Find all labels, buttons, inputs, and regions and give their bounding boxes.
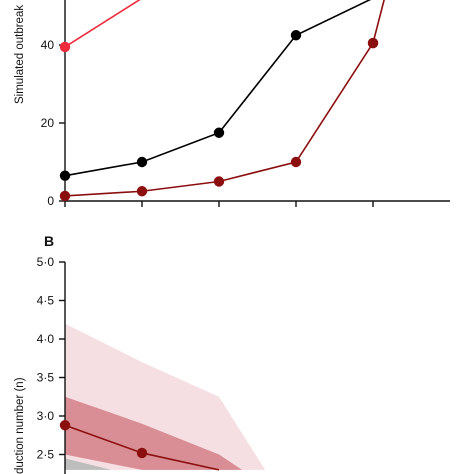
- panel-b-data-point: [59, 420, 71, 431]
- panel-a: 0 20 40 Simulated outbreak: [14, 0, 450, 208]
- panel-a-y-tick-label: 40: [41, 38, 55, 52]
- panel-b: 2·5 3·0 3·5 4·0 4·5 5·0 duction number (n): [14, 255, 266, 474]
- panel-a-y-tick-label: 20: [41, 116, 55, 130]
- panel-b-y-tick-label: 4·0: [37, 332, 55, 346]
- panel-a-data-point: [59, 41, 71, 53]
- panel-b-y-tick-label: 4·5: [37, 294, 55, 308]
- panel-b-uncertainty-band: [65, 396, 243, 470]
- panel-b-y-tick-label: 2·5: [37, 448, 55, 462]
- panel-b-y-axis-label: duction number (n): [14, 377, 26, 474]
- panel-a-data-point: [290, 156, 302, 168]
- panel-a-data-point: [59, 190, 71, 202]
- panel-b-y-tick-label: 3·0: [37, 409, 55, 423]
- panel-b-data-point: [136, 447, 148, 459]
- panel-a-data-point: [136, 186, 148, 197]
- panel-a-data-point: [290, 30, 302, 41]
- panel-a-series-line: [64, 0, 372, 177]
- panel-b-y-tick-label: 3·5: [37, 371, 55, 385]
- panel-a-series-line: [64, 42, 374, 197]
- panel-b-uncertainty-band: [65, 458, 112, 470]
- panel-a-y-tick-label: 0: [47, 194, 54, 208]
- panel-a-series-line: [64, 0, 141, 48]
- panel-a-data-point: [213, 176, 225, 187]
- panel-a-data-point: [136, 156, 148, 168]
- panel-a-series-line: [372, 0, 385, 44]
- panel-b-label: B: [44, 233, 54, 249]
- panel-a-data-point: [213, 127, 225, 138]
- panel-a-data-point: [59, 170, 71, 181]
- panel-b-y-tick-label: 5·0: [37, 255, 55, 269]
- panel-a-y-axis-label: Simulated outbreak: [14, 5, 26, 104]
- panel-a-data-point: [367, 37, 379, 49]
